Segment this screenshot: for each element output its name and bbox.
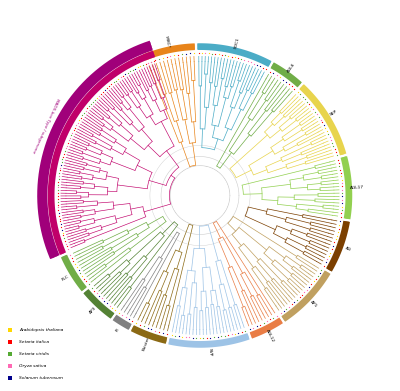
Text: Setaria italica: Setaria italica — [19, 340, 49, 344]
Text: AGL6: AGL6 — [286, 62, 296, 73]
Text: AP3: AP3 — [88, 306, 97, 315]
Text: AG: AG — [344, 246, 351, 252]
Text: Setaria viridis: Setaria viridis — [19, 352, 49, 356]
Text: Oryza sativa: Oryza sativa — [19, 364, 46, 368]
Text: FLC: FLC — [62, 274, 70, 282]
Text: AP1: AP1 — [310, 300, 318, 308]
Text: SEP: SEP — [330, 109, 338, 117]
Text: Arabidopsis thaliana: Arabidopsis thaliana — [19, 328, 63, 332]
Text: SVP: SVP — [207, 348, 212, 357]
Text: MADS-box Type I subgenome: MADS-box Type I subgenome — [31, 97, 60, 153]
Text: FI: FI — [115, 327, 120, 332]
Text: AGL17: AGL17 — [350, 185, 364, 190]
Circle shape — [171, 167, 229, 224]
Text: SOC1: SOC1 — [233, 36, 240, 49]
Text: Solanum tuberosum: Solanum tuberosum — [19, 376, 63, 380]
Text: AGL12: AGL12 — [265, 329, 275, 343]
Text: Bsister: Bsister — [142, 335, 151, 351]
Text: MIKC*: MIKC* — [164, 35, 170, 48]
